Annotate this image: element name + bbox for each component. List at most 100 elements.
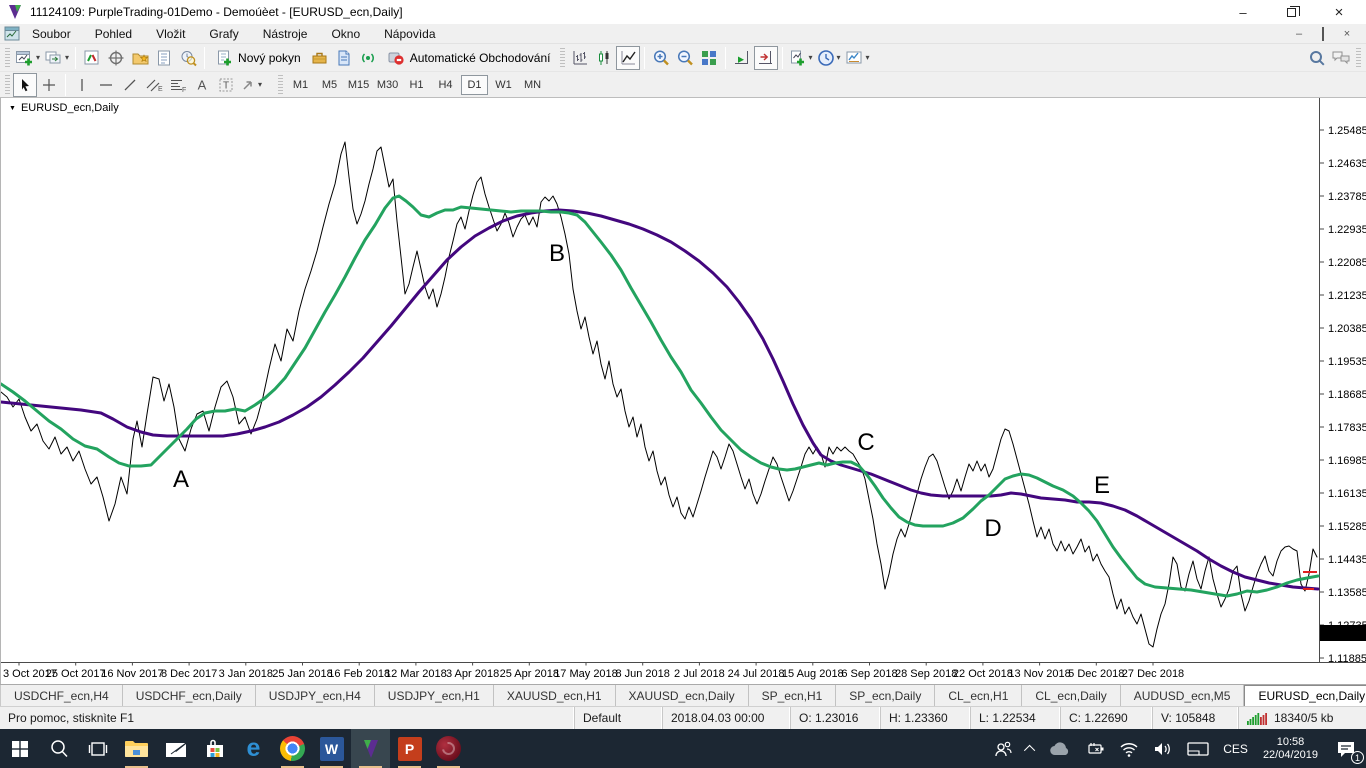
crosshair-mode-button[interactable]	[104, 46, 128, 70]
taskbar-search-button[interactable]	[39, 729, 78, 768]
horizontal-line-tool-button[interactable]	[94, 73, 118, 97]
toolbar-grip[interactable]	[278, 75, 283, 95]
tray-language[interactable]: CES	[1216, 729, 1255, 768]
chart-tab[interactable]: SP_ecn,Daily	[836, 685, 935, 706]
chart-tab[interactable]: USDJPY_ecn,H1	[375, 685, 494, 706]
close-button[interactable]: ×	[1330, 3, 1348, 21]
vertical-line-tool-button[interactable]	[70, 73, 94, 97]
menu-pohled[interactable]: Pohled	[83, 25, 144, 43]
trendline-tool-button[interactable]	[118, 73, 142, 97]
strategy-tester-button[interactable]	[176, 46, 200, 70]
menu-napoveda[interactable]: Nápovìda	[372, 25, 447, 43]
fibonacci-tool-button[interactable]: F	[166, 73, 190, 97]
chart-tab[interactable]: XAUUSD_ecn,Daily	[616, 685, 749, 706]
new-chart-button[interactable]: ▾	[13, 46, 42, 70]
menu-soubor[interactable]: Soubor	[20, 25, 83, 43]
tray-show-hidden-button[interactable]	[1020, 729, 1042, 768]
chart-tab[interactable]: USDCHF_ecn,H4	[1, 685, 123, 706]
timeframe-mn-button[interactable]: MN	[519, 75, 546, 95]
timeframe-w1-button[interactable]: W1	[490, 75, 517, 95]
market-button[interactable]	[332, 46, 356, 70]
taskbar-red-app[interactable]	[429, 729, 468, 768]
tray-onedrive[interactable]	[1042, 729, 1078, 768]
autotrading-button[interactable]: Automatické Obchodování	[380, 46, 558, 70]
zoom-in-button[interactable]	[649, 46, 673, 70]
tray-touch-keyboard[interactable]	[1180, 729, 1216, 768]
templates-button[interactable]: ▾	[843, 46, 872, 70]
chart-window[interactable]: ▼ EURUSD_ecn,Daily 1.254851.246351.23785…	[0, 98, 1366, 684]
chart-profiles-button[interactable]: ▾	[42, 46, 71, 70]
chart-symbol-label[interactable]: ▼ EURUSD_ecn,Daily	[9, 102, 119, 114]
line-chart-button[interactable]	[616, 46, 640, 70]
taskbar-chrome[interactable]	[273, 729, 312, 768]
menu-vlozit[interactable]: Vložit	[144, 25, 197, 43]
tray-volume[interactable]	[1146, 729, 1180, 768]
chart-tab[interactable]: USDCHF_ecn,Daily	[123, 685, 256, 706]
chart-window-icon[interactable]	[4, 26, 20, 41]
mdi-close-button[interactable]: ×	[1340, 28, 1354, 40]
mdi-minimize-button[interactable]: –	[1292, 28, 1306, 40]
tray-power[interactable]	[1078, 729, 1112, 768]
minimize-button[interactable]: –	[1234, 3, 1252, 21]
start-button[interactable]	[0, 729, 39, 768]
chart-tab[interactable]: SP_ecn,H1	[749, 685, 837, 706]
arrows-tool-button[interactable]: ▾	[238, 73, 264, 97]
mdi-restore-button[interactable]	[1316, 28, 1330, 40]
chat-button[interactable]	[1329, 46, 1353, 70]
toolbar-grip[interactable]	[560, 48, 565, 68]
search-button[interactable]	[1305, 46, 1329, 70]
favorites-button[interactable]	[128, 46, 152, 70]
crosshair-tool-button[interactable]	[37, 73, 61, 97]
toolbox-button[interactable]	[308, 46, 332, 70]
label-tool-button[interactable]: T	[214, 73, 238, 97]
chart-tab[interactable]: XAUUSD_ecn,H1	[494, 685, 616, 706]
menu-okno[interactable]: Okno	[319, 25, 372, 43]
chart-canvas[interactable]: 1.254851.246351.237851.229351.220851.212…	[1, 98, 1366, 683]
bar-chart-button[interactable]	[568, 46, 592, 70]
chart-tab[interactable]: CL_ecn,Daily	[1022, 685, 1120, 706]
timeframe-d1-button[interactable]: D1	[461, 75, 488, 95]
signals-button[interactable]	[356, 46, 380, 70]
tray-clock[interactable]: 10:58 22/04/2019	[1255, 736, 1326, 762]
toolbar-grip[interactable]	[1356, 48, 1361, 68]
periods-button[interactable]: ▾	[815, 46, 843, 70]
chart-tab-active[interactable]: EURUSD_ecn,Daily	[1244, 685, 1366, 706]
data-window-button[interactable]	[152, 46, 176, 70]
restore-button[interactable]	[1282, 3, 1300, 21]
auto-scroll-button[interactable]	[730, 46, 754, 70]
status-profile[interactable]: Default	[574, 707, 662, 729]
text-tool-button[interactable]: A	[190, 73, 214, 97]
menu-nastroje[interactable]: Nástroje	[251, 25, 320, 43]
timeframe-h1-button[interactable]: H1	[403, 75, 430, 95]
taskbar-edge[interactable]: e	[234, 729, 273, 768]
task-view-button[interactable]	[78, 729, 117, 768]
tick-chart-button[interactable]	[80, 46, 104, 70]
taskbar-store[interactable]	[195, 729, 234, 768]
timeframe-m30-button[interactable]: M30	[374, 75, 401, 95]
timeframe-m1-button[interactable]: M1	[287, 75, 314, 95]
chart-tab[interactable]: AUDUSD_ecn,M5	[1121, 685, 1245, 706]
channel-tool-button[interactable]: E	[142, 73, 166, 97]
timeframe-m15-button[interactable]: M15	[345, 75, 372, 95]
taskbar-powerpoint[interactable]: P	[390, 729, 429, 768]
timeframe-h4-button[interactable]: H4	[432, 75, 459, 95]
action-center-button[interactable]: 1	[1326, 729, 1366, 768]
zoom-out-button[interactable]	[673, 46, 697, 70]
taskbar-word[interactable]: W	[312, 729, 351, 768]
tile-windows-button[interactable]	[697, 46, 721, 70]
taskbar-purpletrading-active[interactable]	[351, 729, 390, 768]
chart-tab[interactable]: USDJPY_ecn,H4	[256, 685, 375, 706]
taskbar-file-explorer[interactable]	[117, 729, 156, 768]
indicators-button[interactable]: ▾	[787, 46, 814, 70]
toolbar-grip[interactable]	[5, 75, 10, 95]
taskbar-mail[interactable]	[156, 729, 195, 768]
chart-shift-button[interactable]	[754, 46, 778, 70]
timeframe-m5-button[interactable]: M5	[316, 75, 343, 95]
cursor-tool-button[interactable]	[13, 73, 37, 97]
candlestick-chart-button[interactable]	[592, 46, 616, 70]
tray-wifi[interactable]	[1112, 729, 1146, 768]
chart-tab[interactable]: CL_ecn,H1	[935, 685, 1022, 706]
menu-grafy[interactable]: Grafy	[197, 25, 250, 43]
tray-people-button[interactable]	[986, 729, 1020, 768]
new-order-button[interactable]: Nový pokyn	[209, 46, 308, 70]
